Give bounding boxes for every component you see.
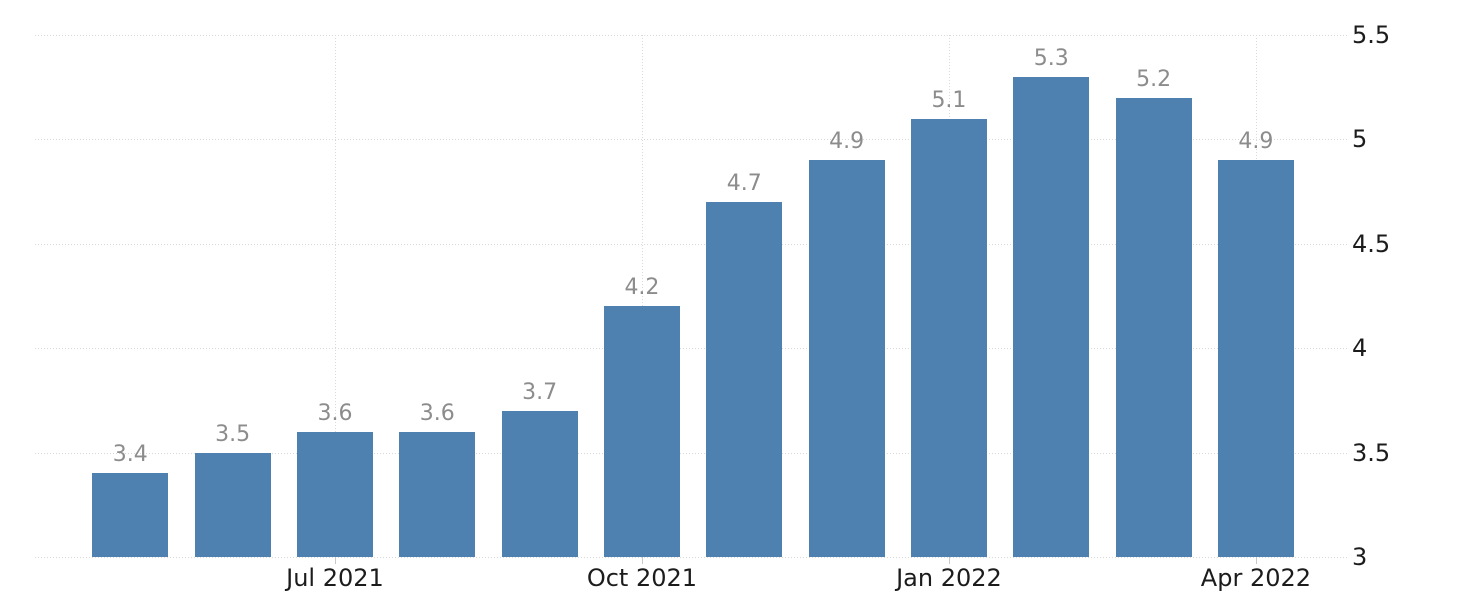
x-axis-tick-mark — [948, 557, 950, 564]
x-axis-tick-label: Apr 2022 — [1200, 564, 1312, 592]
bar[interactable] — [808, 160, 885, 557]
bar-value-label: 4.9 — [829, 129, 865, 155]
x-axis-tick-mark — [1255, 557, 1257, 564]
bar-value-label: 4.9 — [1238, 129, 1274, 155]
bar-value-label: 5.1 — [931, 87, 967, 113]
bar[interactable] — [194, 452, 271, 557]
y-gridline — [35, 139, 1347, 141]
y-gridline — [35, 243, 1347, 245]
bar-value-label: 5.2 — [1136, 66, 1172, 92]
x-gridline — [334, 35, 336, 557]
bar-value-label: 4.7 — [726, 171, 762, 197]
y-axis-tick-label: 3.5 — [1352, 438, 1391, 467]
x-axis-tick-label: Oct 2021 — [586, 564, 698, 592]
x-axis-tick-mark — [641, 557, 643, 564]
y-axis-tick-label: 5 — [1352, 125, 1368, 154]
y-axis-tick-label: 4 — [1352, 334, 1368, 363]
bar[interactable] — [1013, 76, 1090, 557]
y-gridline — [35, 348, 1347, 350]
x-axis-tick-mark — [334, 557, 336, 564]
x-axis-tick-label: Jan 2022 — [896, 564, 1002, 592]
y-axis-tick-label: 4.5 — [1352, 229, 1391, 258]
y-gridline — [35, 35, 1347, 36]
bar-value-label: 5.3 — [1033, 45, 1069, 71]
x-gridline — [641, 35, 643, 557]
bar[interactable] — [296, 431, 373, 557]
bar[interactable] — [603, 306, 680, 557]
bar-value-label: 3.4 — [112, 442, 148, 468]
bar[interactable] — [706, 202, 783, 557]
y-axis-tick-label: 3 — [1352, 543, 1368, 571]
bar-value-label: 4.2 — [624, 275, 660, 301]
bar[interactable] — [1115, 97, 1192, 557]
bar-value-label: 3.6 — [419, 400, 455, 426]
bar[interactable] — [910, 118, 987, 557]
bar[interactable] — [1217, 160, 1294, 557]
bar-value-label: 3.6 — [317, 400, 353, 426]
y-gridline — [35, 557, 1347, 558]
bar[interactable] — [501, 410, 578, 557]
bar-value-label: 3.7 — [522, 379, 558, 405]
y-gridline — [35, 452, 1347, 454]
bar[interactable] — [92, 473, 169, 557]
y-axis-tick-label: 5.5 — [1352, 21, 1391, 49]
bar-value-label: 3.5 — [215, 421, 251, 447]
bar[interactable] — [399, 431, 476, 557]
x-axis-tick-label: Jul 2021 — [286, 564, 384, 592]
